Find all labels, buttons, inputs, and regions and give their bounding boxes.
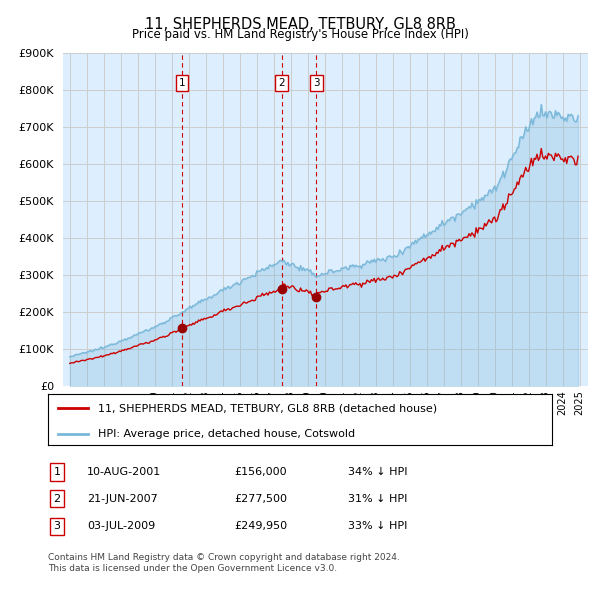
Text: 33% ↓ HPI: 33% ↓ HPI (348, 522, 407, 531)
Text: 11, SHEPHERDS MEAD, TETBURY, GL8 8RB: 11, SHEPHERDS MEAD, TETBURY, GL8 8RB (145, 17, 455, 31)
Text: 11, SHEPHERDS MEAD, TETBURY, GL8 8RB (detached house): 11, SHEPHERDS MEAD, TETBURY, GL8 8RB (de… (98, 403, 437, 413)
Text: HPI: Average price, detached house, Cotswold: HPI: Average price, detached house, Cots… (98, 429, 356, 439)
Text: £277,500: £277,500 (234, 494, 287, 503)
Text: 1: 1 (179, 78, 185, 88)
Text: 10-AUG-2001: 10-AUG-2001 (87, 467, 161, 477)
Text: 3: 3 (313, 78, 320, 88)
Text: £249,950: £249,950 (234, 522, 287, 531)
Text: £156,000: £156,000 (234, 467, 287, 477)
Text: 2: 2 (53, 494, 61, 503)
Text: 3: 3 (53, 522, 61, 531)
Text: Price paid vs. HM Land Registry's House Price Index (HPI): Price paid vs. HM Land Registry's House … (131, 28, 469, 41)
Text: 1: 1 (53, 467, 61, 477)
Text: 2: 2 (278, 78, 285, 88)
Text: This data is licensed under the Open Government Licence v3.0.: This data is licensed under the Open Gov… (48, 565, 337, 573)
Text: 34% ↓ HPI: 34% ↓ HPI (348, 467, 407, 477)
Text: 21-JUN-2007: 21-JUN-2007 (87, 494, 158, 503)
Text: Contains HM Land Registry data © Crown copyright and database right 2024.: Contains HM Land Registry data © Crown c… (48, 553, 400, 562)
Text: 03-JUL-2009: 03-JUL-2009 (87, 522, 155, 531)
Text: 31% ↓ HPI: 31% ↓ HPI (348, 494, 407, 503)
